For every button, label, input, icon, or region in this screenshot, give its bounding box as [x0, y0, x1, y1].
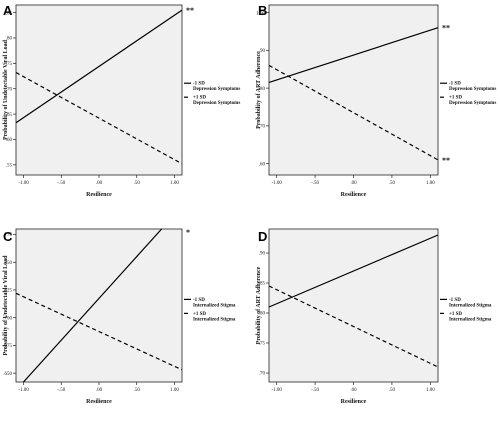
y-tick-label: .60	[6, 138, 13, 143]
panel-letter: D	[258, 229, 267, 244]
significance-marker: **	[186, 6, 194, 15]
y-tick-label: .75	[259, 342, 266, 347]
y-axis-title: Probability of Undetectable Viral Load	[3, 255, 9, 356]
y-tick-label: .85	[259, 282, 266, 287]
panel-c: C .650 .675 .700 .725 .750 .775 -1.00 -.50 .00 .50…	[3, 228, 236, 405]
x-tick-label: -1.00	[271, 388, 282, 393]
legend-label: -1 SD Internalized Stigma	[449, 298, 492, 309]
x-tick-label: 1.00	[170, 388, 179, 393]
panel-a: A .55 .60 .65 .70 .75 .80 .85 -1.00 -.50 .00 .50 1.0…	[3, 3, 240, 198]
series-line-minus-1sd	[268, 27, 439, 83]
y-tick-label: .55	[6, 164, 13, 169]
y-tick-label: .700	[3, 316, 12, 321]
x-tick-label: -1.00	[18, 388, 29, 393]
x-tick-label: -.50	[57, 388, 65, 393]
series-line-plus-1sd	[15, 292, 183, 371]
y-tick-label: .90	[259, 49, 266, 54]
x-tick-label: .50	[389, 181, 396, 186]
x-axis-title: Resilience	[86, 399, 112, 405]
panel-d: D .70 .75 .80 .85 .90 -1.00 -.50 .00 .50 1.00 Resil…	[256, 228, 492, 405]
y-tick-label: .65	[6, 113, 13, 118]
legend-label: -1 SD Internalized Stigma	[193, 298, 236, 309]
legend-label: +1 SD Internalized Stigma	[193, 312, 236, 323]
x-tick-label: .00	[350, 181, 357, 186]
y-tick-label: .675	[3, 344, 12, 349]
x-tick-label: 1.00	[170, 181, 179, 186]
legend-label: +1 SD Internalized Stigma	[449, 312, 492, 323]
x-tick-label: 1.00	[426, 181, 435, 186]
plot-area	[15, 4, 183, 176]
panel-letter: C	[3, 229, 13, 244]
series-line-plus-1sd	[15, 71, 183, 165]
y-tick-label: .650	[3, 372, 12, 377]
plot-area	[268, 228, 439, 383]
series-line-minus-1sd	[23, 228, 163, 383]
x-tick-label: .00	[96, 181, 103, 186]
plot-area	[268, 4, 439, 176]
y-tick-label: .70	[6, 87, 13, 92]
x-tick-label: .00	[350, 388, 357, 393]
y-tick-label: .80	[6, 37, 13, 42]
x-tick-label: -.50	[311, 181, 319, 186]
y-tick-label: .70	[259, 125, 266, 130]
legend-label: +1 SD Depression Symptoms	[449, 96, 496, 107]
x-tick-label: .00	[96, 388, 103, 393]
x-tick-label: .50	[134, 181, 141, 186]
y-tick-label: .775	[3, 233, 12, 238]
x-tick-label: -.50	[311, 388, 319, 393]
x-axis-title: Resilience	[341, 192, 367, 198]
series-line-minus-1sd	[15, 9, 183, 124]
y-tick-label: .725	[3, 289, 12, 294]
y-tick-label: .80	[259, 87, 266, 92]
y-tick-label: .80	[259, 312, 266, 317]
panel-letter: B	[258, 3, 267, 18]
x-axis-title: Resilience	[341, 399, 367, 405]
series-line-plus-1sd	[268, 64, 439, 161]
legend-label: +1 SD Depression Symptoms	[193, 96, 240, 107]
y-tick-label: .85	[6, 11, 13, 16]
significance-marker: **	[442, 24, 450, 33]
y-axis-title: Probability of Undetectable Viral Load	[3, 39, 9, 140]
legend-label: -1 SD Depression Symptoms	[449, 82, 496, 93]
panel-b: B .60 .70 .80 .90 1.00 -1.00 -.50 .00 .50 1.00 Resi…	[256, 3, 496, 198]
y-axis-title: Probability of ART Adherence	[256, 51, 262, 129]
significance-marker: **	[442, 156, 450, 165]
significance-marker: *	[186, 228, 190, 237]
x-axis-title: Resilience	[86, 192, 112, 198]
series-line-minus-1sd	[268, 234, 439, 308]
x-tick-label: -.50	[57, 181, 65, 186]
y-tick-label: .90	[259, 252, 266, 257]
y-tick-label: 1.00	[256, 11, 265, 16]
x-tick-label: .50	[134, 388, 141, 393]
x-tick-label: -1.00	[271, 181, 282, 186]
y-axis-title: Probability of ART Adherence	[256, 266, 262, 344]
plot-area	[15, 228, 183, 383]
y-tick-label: .70	[259, 372, 266, 377]
y-tick-label: .60	[259, 162, 266, 167]
legend-label: -1 SD Depression Symptoms	[193, 82, 240, 93]
panel-letter: A	[3, 3, 13, 18]
series-line-plus-1sd	[268, 285, 439, 368]
x-tick-label: 1.00	[426, 388, 435, 393]
y-tick-label: .75	[6, 62, 13, 67]
x-tick-label: .50	[389, 388, 396, 393]
x-tick-label: -1.00	[18, 181, 29, 186]
y-tick-label: .750	[3, 261, 12, 266]
